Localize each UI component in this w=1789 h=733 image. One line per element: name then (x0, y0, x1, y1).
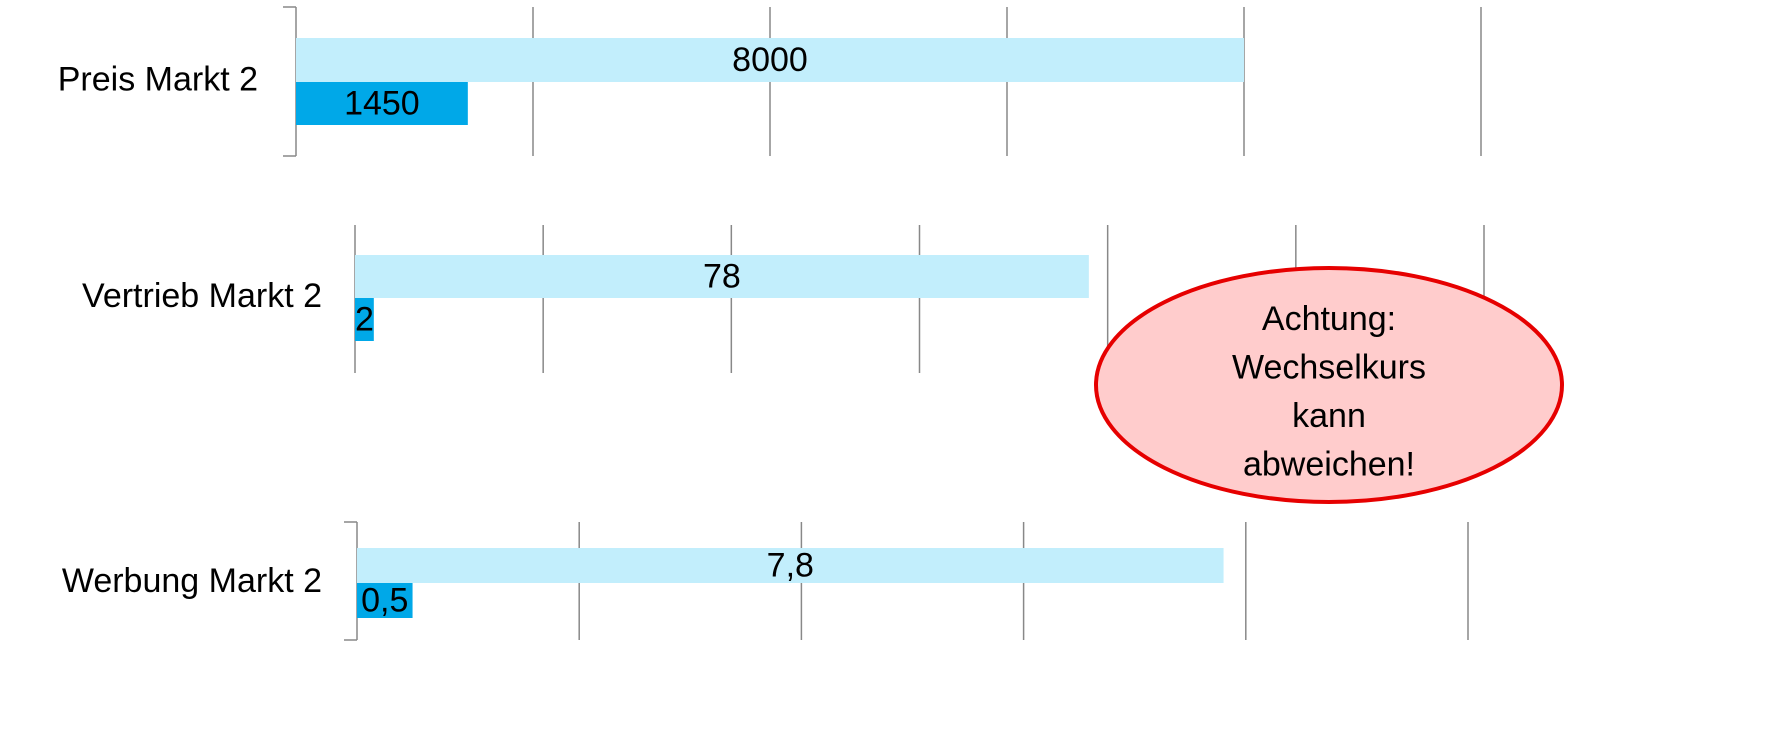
category-label: Vertrieb Markt 2 (82, 277, 322, 315)
bar (355, 255, 1089, 298)
annotation-ellipse (1094, 266, 1564, 504)
bar (355, 298, 374, 341)
annotation: Achtung: Wechselkurs kann abweichen! (1094, 266, 1564, 504)
annotation-text: Wechselkurs (1232, 348, 1426, 386)
data-label: 7,8 (767, 546, 814, 584)
data-label: 78 (703, 257, 741, 295)
annotation-text: abweichen! (1243, 445, 1415, 483)
bar (357, 583, 413, 618)
annotation-text: Achtung: (1262, 300, 1396, 338)
data-label: 2 (355, 300, 374, 338)
bar (296, 38, 1244, 82)
annotation-text: kann (1292, 397, 1366, 435)
data-label: 1450 (344, 84, 420, 122)
category-label: Preis Markt 2 (58, 60, 258, 98)
data-label: 8000 (732, 41, 808, 79)
bar (296, 82, 468, 125)
category-label: Werbung Markt 2 (62, 562, 322, 600)
data-label: 0,5 (361, 581, 408, 619)
bar (357, 548, 1224, 583)
